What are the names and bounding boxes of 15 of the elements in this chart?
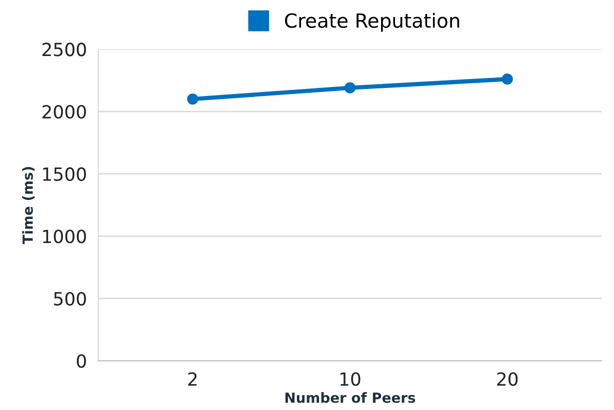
- point: [187, 94, 198, 105]
- y-tick-label: 0: [76, 354, 86, 368]
- x-tick-label: 2: [188, 372, 197, 386]
- y-tick-label: 500: [54, 292, 86, 306]
- y-tick-label: 1000: [43, 230, 86, 244]
- point: [502, 74, 513, 85]
- point: [344, 82, 356, 94]
- y-tick-label: 2500: [42, 42, 86, 56]
- x-tick-label: 10: [340, 372, 360, 386]
- x-axis-title: Number of Peers: [285, 392, 416, 403]
- y-tick-label: 2000: [42, 104, 86, 119]
- y-tick-label: 1500: [43, 167, 86, 181]
- y-axis-title: Time (ms): [22, 166, 35, 244]
- legend-label: Create Reputation: [285, 12, 460, 32]
- x-tick-label: 20: [497, 372, 518, 386]
